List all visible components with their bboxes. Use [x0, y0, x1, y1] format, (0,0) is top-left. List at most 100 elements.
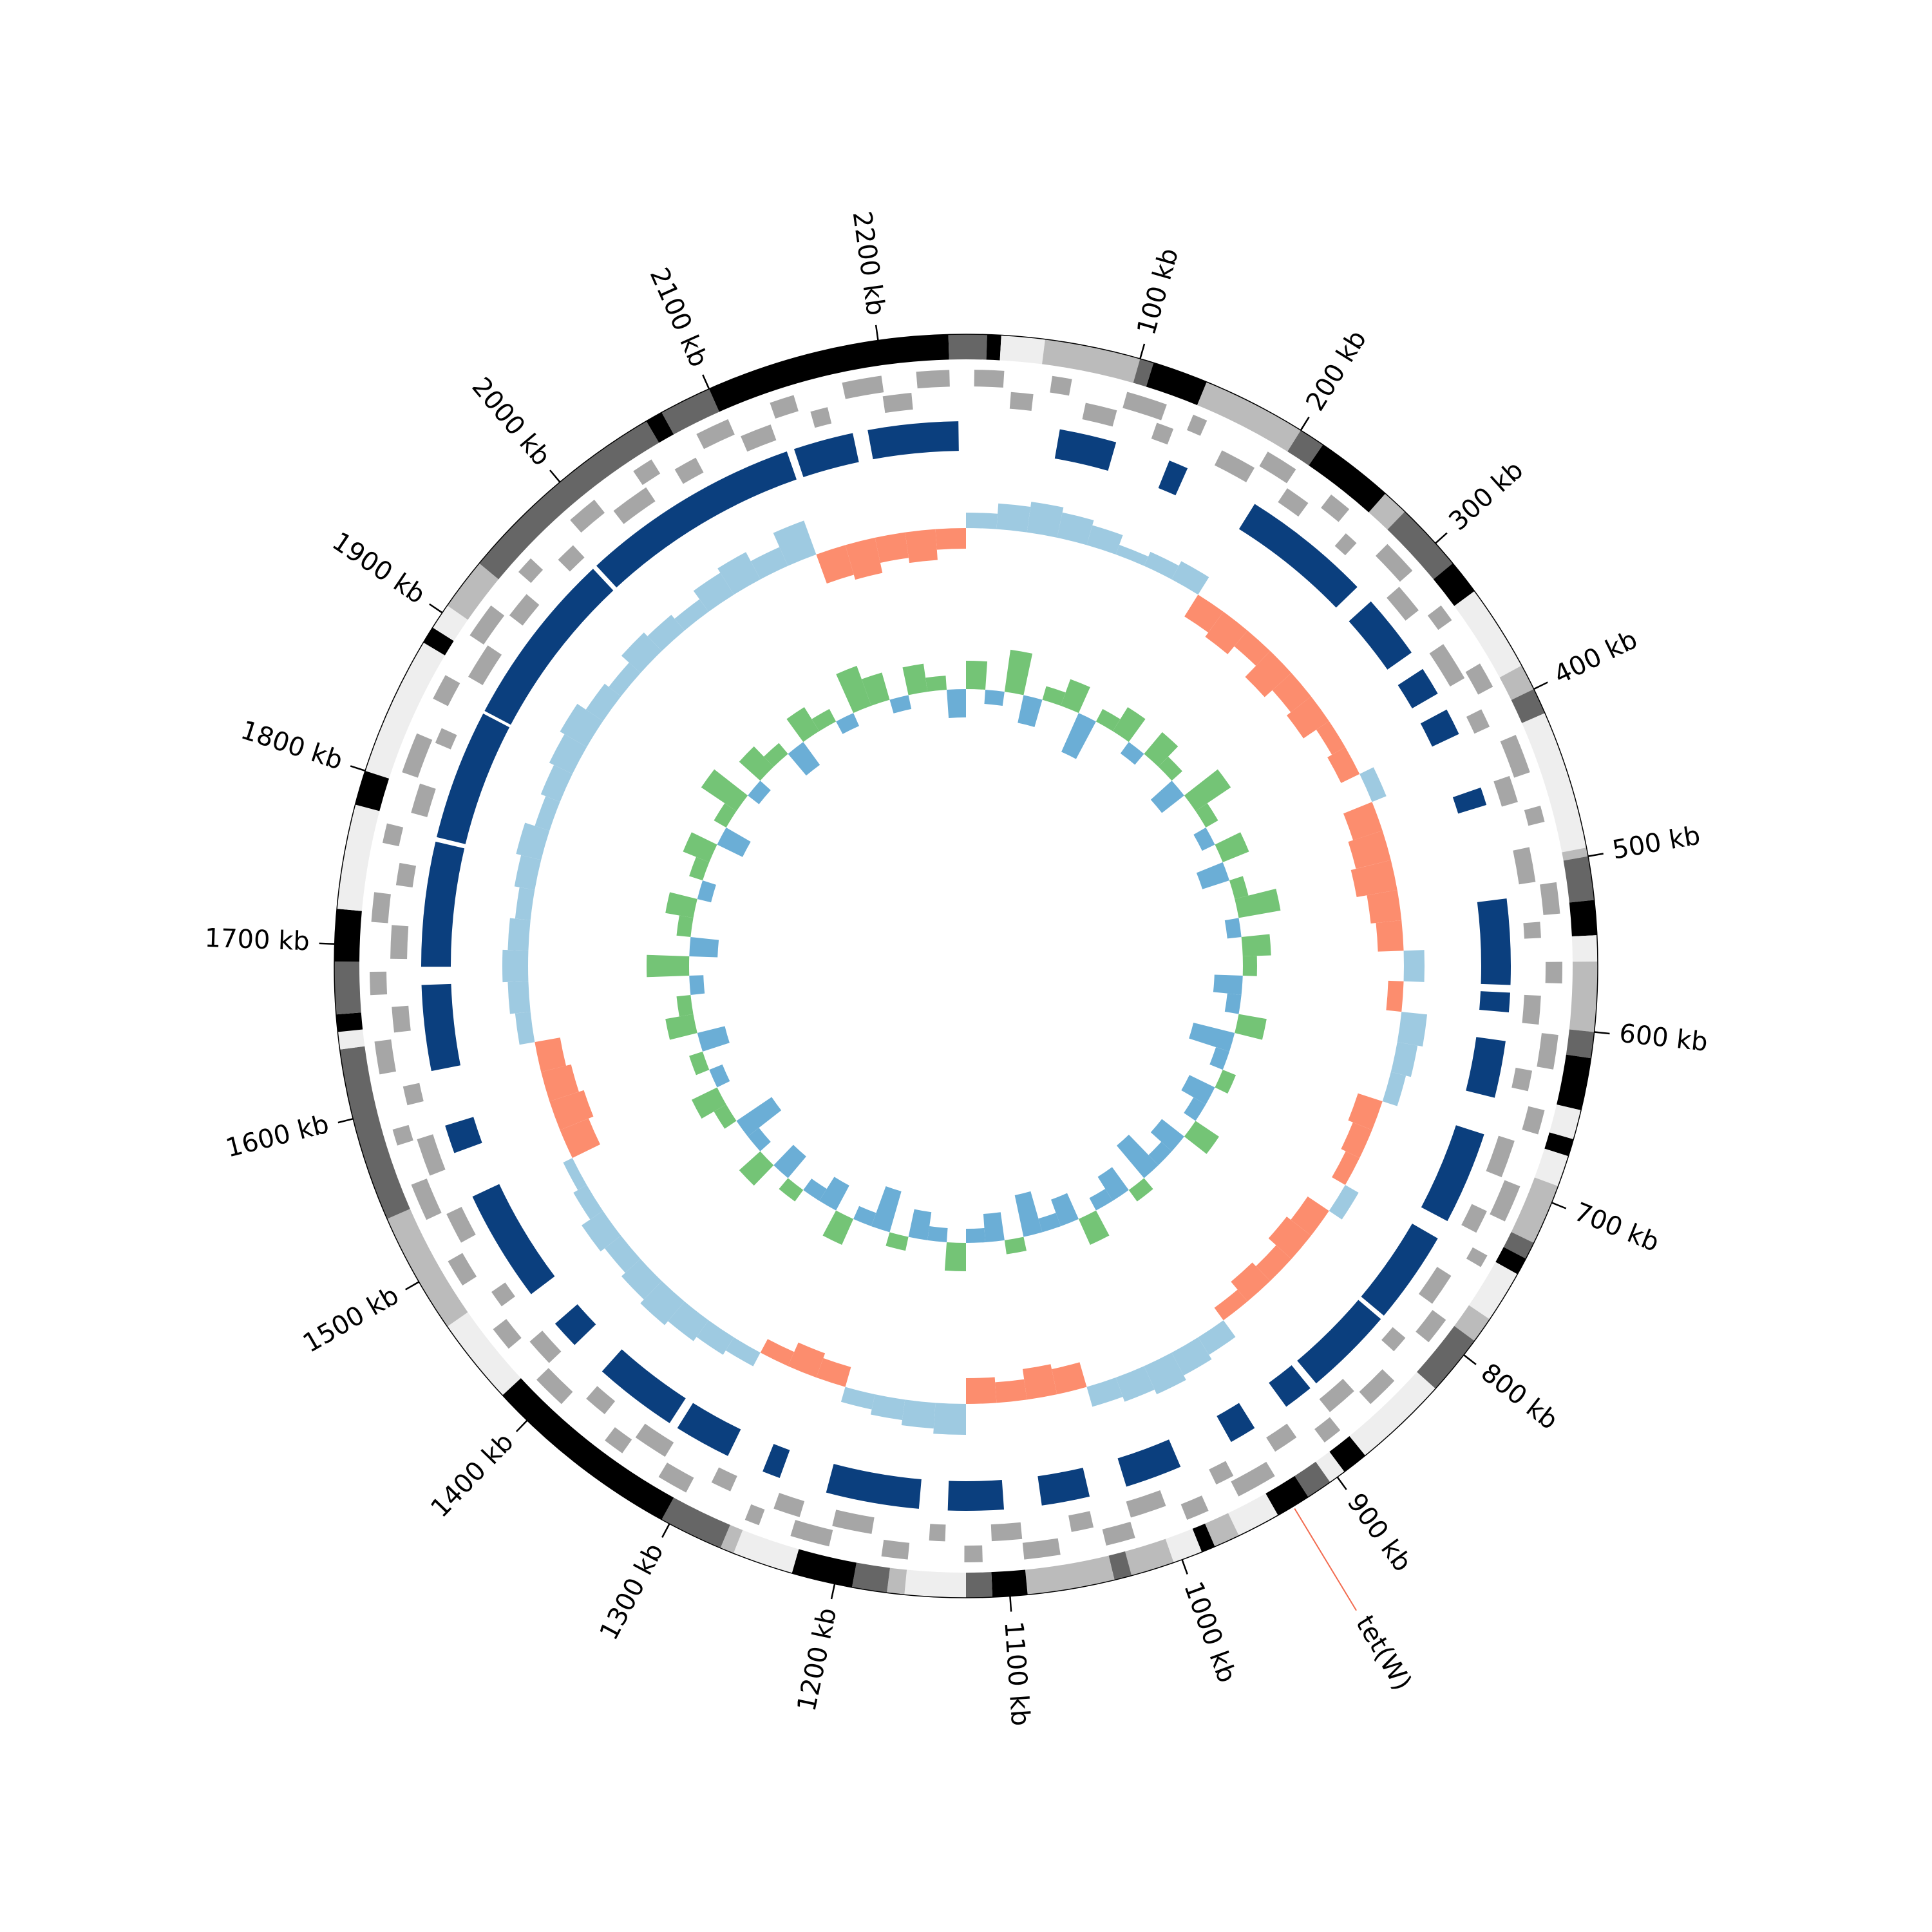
homology-block — [436, 714, 510, 844]
gc-skew-bar — [1038, 1213, 1061, 1233]
tick-mark — [1139, 343, 1146, 359]
gc-skew-bar — [966, 1228, 985, 1243]
gene — [790, 1520, 833, 1547]
contig-band — [1571, 935, 1598, 962]
gc-content-bar — [647, 614, 685, 651]
homology-block — [1238, 504, 1358, 608]
gc-content-bar — [816, 1358, 851, 1387]
gc-content-bar — [901, 1399, 936, 1429]
gene — [810, 407, 832, 428]
gene — [1314, 1417, 1341, 1443]
gene — [392, 1005, 411, 1033]
contig-band — [1417, 1326, 1475, 1389]
gene — [881, 1539, 910, 1560]
gc-skew-bar — [1018, 695, 1043, 727]
gc-skew-bar — [925, 676, 947, 692]
gc-skew-bar — [1150, 1119, 1184, 1151]
contig-band — [1265, 1475, 1309, 1515]
gene — [1513, 847, 1536, 885]
gc-content-bar — [816, 545, 854, 584]
gc-skew-bar — [665, 892, 697, 918]
gc-content-bar — [1115, 1366, 1155, 1402]
gene — [990, 1522, 1023, 1542]
gc-skew-bar — [1089, 1189, 1113, 1211]
contig-band — [661, 388, 719, 435]
gc-content-bar — [1184, 594, 1224, 633]
gc-content-bar — [1403, 950, 1425, 982]
gc-skew-bar — [1014, 1191, 1043, 1237]
contig-band — [502, 1378, 674, 1520]
gene — [1186, 414, 1208, 436]
gc-content-bar — [995, 1379, 1027, 1403]
homology-block — [1054, 429, 1117, 471]
gc-content-bar — [1291, 1196, 1329, 1236]
gc-content-bar — [1268, 1217, 1311, 1260]
homology-block — [1158, 460, 1188, 496]
gene — [1465, 663, 1493, 695]
contig-band — [1566, 1029, 1595, 1059]
contig-band — [1562, 848, 1589, 861]
gene — [1359, 1369, 1395, 1405]
gc-skew-bar — [1229, 876, 1249, 899]
contig-band — [991, 1569, 1028, 1598]
gene — [605, 1427, 632, 1454]
gene — [1537, 1033, 1558, 1070]
gc-content-bar — [1332, 1151, 1360, 1185]
gc-skew-bar — [1184, 769, 1231, 811]
tick-mark — [515, 1419, 528, 1432]
homology-block — [1037, 1468, 1090, 1506]
gc-content-bar — [1348, 1093, 1383, 1130]
homology-block — [1479, 991, 1510, 1012]
contig-band — [1349, 1372, 1436, 1456]
gc-content-bar — [1386, 980, 1404, 1012]
contig-band — [1309, 444, 1386, 513]
gc-skew-bar — [717, 828, 751, 857]
contig-band — [1511, 1177, 1558, 1244]
contig-band — [948, 334, 966, 360]
gc-content-bar — [1329, 1185, 1359, 1220]
tick-mark — [1551, 1202, 1567, 1209]
gc-skew-bar — [1061, 679, 1090, 714]
homology-block — [1420, 709, 1459, 747]
gene — [1375, 544, 1413, 582]
gene — [435, 728, 457, 750]
gene — [1321, 494, 1350, 522]
homology-block — [826, 1464, 922, 1509]
gc-content-bar — [541, 1064, 579, 1102]
gc-skew-bar — [1193, 828, 1215, 851]
gc-content-bar — [966, 513, 998, 529]
gc-content-bar — [582, 1211, 621, 1252]
gc-skew-bar — [647, 954, 690, 978]
tick-mark — [661, 1523, 670, 1538]
gene — [1022, 1538, 1061, 1560]
contig-band — [1228, 1493, 1278, 1536]
gc-content-bar — [1256, 1245, 1292, 1282]
gc-content-bar — [1198, 1320, 1236, 1355]
gc-content-bar — [966, 1377, 997, 1404]
homology-block — [484, 569, 614, 725]
gc-content-bar — [573, 1185, 603, 1220]
contig-band — [1549, 1104, 1582, 1140]
gc-skew-bar — [1120, 742, 1144, 765]
contig-band — [1499, 665, 1534, 701]
gc-content-bar — [549, 1090, 594, 1130]
gene — [1209, 1461, 1234, 1485]
contig-band — [646, 412, 674, 443]
contig-band — [1503, 1231, 1534, 1259]
contig-band — [1315, 1452, 1345, 1482]
tick-mark — [429, 603, 443, 614]
gc-content-bar — [515, 887, 535, 920]
gc-content-bar — [668, 1301, 709, 1341]
gc-content-bar — [1287, 696, 1329, 739]
gc-skew-bar — [1116, 1134, 1159, 1179]
gc-skew-bar — [689, 975, 705, 995]
gene — [1427, 605, 1452, 630]
gc-skew-bar — [944, 1242, 966, 1271]
gene — [1493, 775, 1518, 807]
gene — [1334, 533, 1357, 556]
gc-skew-bar — [889, 695, 912, 714]
gene — [674, 457, 704, 484]
gene — [696, 419, 735, 450]
gc-skew-bar — [714, 803, 737, 828]
gene — [558, 545, 585, 572]
